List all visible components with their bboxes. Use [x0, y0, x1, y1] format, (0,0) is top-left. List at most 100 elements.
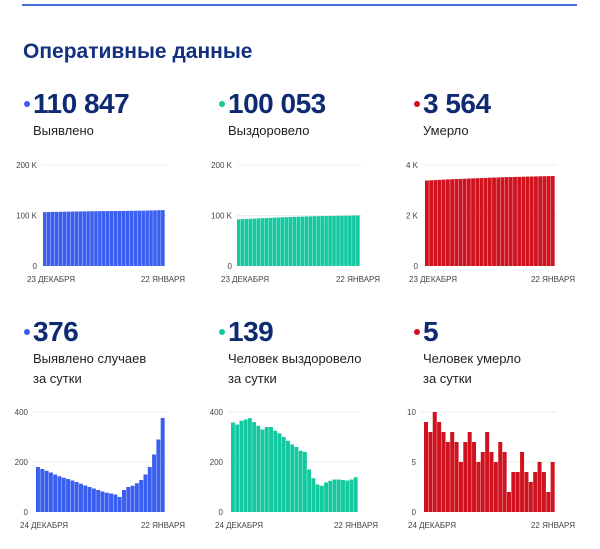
bar — [126, 487, 131, 512]
bar — [87, 487, 92, 512]
stat-value: 110 847 — [33, 88, 130, 119]
x-label-start: 24 ДЕКАБРЯ — [20, 521, 68, 530]
bar — [133, 210, 138, 266]
bar — [546, 492, 551, 512]
bar — [280, 217, 285, 266]
bar — [508, 177, 513, 266]
bar — [319, 485, 324, 512]
bar — [466, 178, 471, 266]
bar — [264, 218, 269, 266]
bar — [244, 218, 249, 266]
x-label-end: 22 ЯНВАРЯ — [141, 275, 185, 284]
bar — [57, 476, 62, 512]
bar — [284, 217, 289, 266]
page-title: Оперативные данные — [23, 40, 253, 63]
bar — [113, 494, 118, 512]
bar — [53, 474, 58, 512]
bar — [145, 210, 149, 266]
bar — [134, 483, 139, 512]
bar — [445, 442, 450, 512]
bar — [277, 433, 282, 512]
bar — [40, 469, 45, 512]
bar — [235, 424, 240, 512]
bar — [534, 176, 538, 266]
y-tick-label: 200 — [15, 458, 29, 467]
bar — [353, 477, 358, 512]
y-tick-label: 400 — [210, 408, 224, 417]
bar — [58, 211, 63, 266]
bar — [247, 418, 252, 512]
bar — [311, 478, 316, 512]
bar — [113, 211, 118, 266]
bar — [231, 422, 235, 512]
bar — [260, 218, 265, 266]
bullet-dot-icon — [219, 329, 225, 335]
bar — [252, 422, 257, 512]
bar — [483, 177, 488, 266]
bar — [345, 480, 350, 512]
bar — [122, 490, 126, 512]
bar — [286, 440, 290, 512]
bar — [504, 177, 509, 266]
bar — [476, 462, 481, 512]
y-tick-label: 0 — [33, 262, 38, 271]
y-tick-label: 5 — [412, 458, 417, 467]
x-label-start: 23 ДЕКАБРЯ — [221, 275, 269, 284]
y-tick-label: 2 K — [406, 212, 419, 221]
bar — [437, 422, 442, 512]
bar — [307, 469, 312, 512]
bar — [462, 178, 467, 266]
bullet-dot-icon — [414, 329, 420, 335]
stat-label: Умерло — [423, 123, 469, 138]
bar — [281, 437, 286, 512]
bar — [252, 218, 257, 266]
bar — [290, 444, 295, 512]
x-label-start: 23 ДЕКАБРЯ — [27, 275, 75, 284]
bar — [502, 452, 507, 512]
bar — [83, 485, 88, 512]
stat-value: 5 — [423, 316, 439, 347]
bar — [348, 215, 352, 266]
bar — [153, 210, 157, 266]
stat-label: Человек умерло — [423, 351, 521, 366]
bar — [336, 215, 340, 266]
bar — [332, 479, 337, 512]
bar — [472, 442, 477, 512]
bar — [454, 179, 459, 266]
bar — [498, 442, 503, 512]
bar — [479, 178, 484, 266]
bar — [433, 180, 438, 266]
bar — [511, 472, 516, 512]
stat-value: 139 — [228, 316, 274, 347]
bar — [513, 176, 517, 266]
bar — [44, 470, 49, 512]
bar — [492, 177, 496, 266]
x-label-start: 24 ДЕКАБРЯ — [215, 521, 263, 530]
chart-4: 0 200 400 24 ДЕКАБРЯ 22 ЯНВАРЯ — [210, 408, 379, 530]
bar — [506, 492, 511, 512]
bar — [324, 482, 329, 512]
bar — [98, 211, 102, 266]
bar — [82, 211, 86, 266]
bar — [525, 176, 530, 266]
y-tick-label: 10 — [407, 408, 416, 417]
bar — [308, 216, 313, 266]
bar — [485, 432, 490, 512]
stat-value: 100 053 — [228, 88, 326, 119]
bar — [546, 176, 551, 266]
bar — [312, 216, 317, 266]
bar — [70, 211, 75, 266]
bar — [424, 422, 429, 512]
bar — [117, 210, 122, 266]
chart-0: 0 100 K 200 K 23 ДЕКАБРЯ 22 ЯНВАРЯ — [16, 161, 185, 284]
bar — [94, 211, 98, 266]
x-label-end: 22 ЯНВАРЯ — [334, 521, 378, 530]
stat-value: 376 — [33, 316, 79, 347]
bar — [161, 210, 165, 266]
bar — [91, 488, 96, 512]
bar — [66, 211, 71, 266]
bar — [320, 216, 324, 266]
chart-1: 0 100 K 200 K 23 ДЕКАБРЯ 22 ЯНВАРЯ — [211, 161, 380, 284]
bar — [524, 472, 529, 512]
bar — [239, 420, 244, 512]
